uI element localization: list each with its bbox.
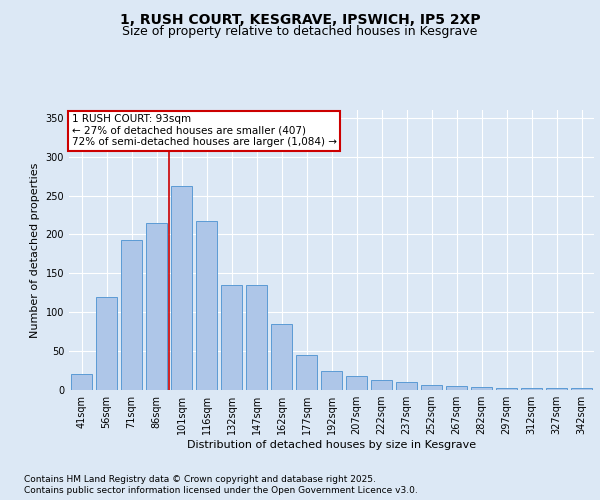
Bar: [571, 388, 592, 390]
Y-axis label: Number of detached properties: Number of detached properties: [30, 162, 40, 338]
Bar: [521, 388, 542, 390]
Bar: [121, 240, 142, 390]
Bar: [296, 355, 317, 390]
Bar: [71, 374, 92, 390]
Bar: [271, 324, 292, 390]
Bar: [196, 221, 217, 390]
Bar: [396, 382, 417, 390]
Bar: [96, 298, 117, 390]
X-axis label: Distribution of detached houses by size in Kesgrave: Distribution of detached houses by size …: [187, 440, 476, 450]
Bar: [246, 285, 267, 390]
Text: Contains public sector information licensed under the Open Government Licence v3: Contains public sector information licen…: [24, 486, 418, 495]
Text: Size of property relative to detached houses in Kesgrave: Size of property relative to detached ho…: [122, 25, 478, 38]
Bar: [371, 380, 392, 390]
Bar: [221, 285, 242, 390]
Bar: [421, 384, 442, 390]
Bar: [496, 388, 517, 390]
Text: 1, RUSH COURT, KESGRAVE, IPSWICH, IP5 2XP: 1, RUSH COURT, KESGRAVE, IPSWICH, IP5 2X…: [119, 12, 481, 26]
Text: 1 RUSH COURT: 93sqm
← 27% of detached houses are smaller (407)
72% of semi-detac: 1 RUSH COURT: 93sqm ← 27% of detached ho…: [71, 114, 337, 148]
Bar: [321, 370, 342, 390]
Text: Contains HM Land Registry data © Crown copyright and database right 2025.: Contains HM Land Registry data © Crown c…: [24, 475, 376, 484]
Bar: [446, 386, 467, 390]
Bar: [471, 387, 492, 390]
Bar: [546, 388, 567, 390]
Bar: [346, 376, 367, 390]
Bar: [146, 223, 167, 390]
Bar: [171, 186, 192, 390]
